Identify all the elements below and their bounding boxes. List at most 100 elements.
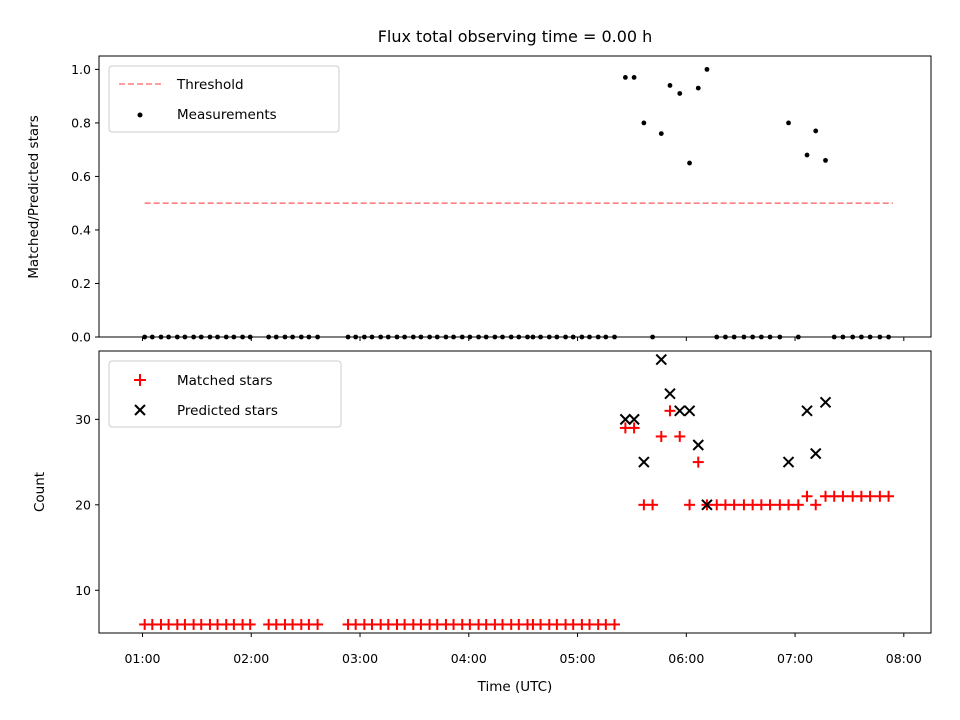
legend-predicted-label: Predicted stars	[177, 403, 278, 419]
ratio-y-tick-label: 0.6	[71, 169, 91, 184]
legend-matched-label: Matched stars	[177, 373, 273, 389]
measurement-point	[525, 334, 530, 340]
panel-count: 10 20 30 01:00 02:00 03:00 04:00 05:00 06:00 07:…	[32, 350, 932, 695]
measurement-point	[290, 334, 295, 340]
ratio-y-tick-label: 0.4	[71, 222, 91, 237]
legend-frame	[108, 65, 340, 133]
measurement-point	[677, 91, 683, 96]
measurement-point	[282, 334, 288, 340]
measurement-point	[476, 334, 481, 340]
measurement-point	[886, 334, 891, 340]
measurement-point	[667, 83, 673, 88]
measurement-point	[858, 334, 864, 340]
x-tick-label: 07:00	[777, 651, 813, 666]
predicted-star-point	[801, 405, 813, 417]
matched-star-point	[801, 490, 813, 502]
x-tick-label: 02:00	[233, 651, 269, 666]
measurement-point	[508, 334, 514, 340]
matched-star-point	[837, 490, 849, 502]
matched-star-point	[628, 422, 640, 434]
predicted-star-point	[692, 439, 704, 451]
matched-star-point	[883, 490, 895, 502]
x-tick-label: 03:00	[342, 651, 378, 666]
measurement-point	[385, 334, 391, 340]
predicted-star-point	[819, 396, 832, 408]
measurement-point	[166, 334, 172, 340]
x-tick-label: 06:00	[668, 651, 704, 666]
measurement-point	[223, 334, 229, 340]
measurement-point	[823, 157, 828, 163]
measurement-point	[410, 334, 416, 340]
measurement-point	[361, 334, 367, 340]
measurement-point	[554, 334, 560, 340]
measurement-point	[786, 120, 791, 126]
measurement-point	[240, 334, 245, 340]
measurement-point	[804, 152, 810, 158]
predicted-star-point	[655, 353, 667, 366]
measurement-point	[353, 334, 359, 340]
matched-star-point	[792, 499, 804, 511]
measurement-point	[467, 334, 473, 340]
measurement-point	[369, 334, 375, 340]
measurement-point	[840, 334, 846, 340]
measurement-points	[142, 66, 891, 340]
measurement-point	[695, 85, 701, 91]
ratio-y-tick-label: 0.0	[71, 330, 91, 345]
measurement-point	[315, 334, 321, 340]
matched-star-point	[810, 499, 822, 511]
measurement-point	[650, 334, 655, 340]
measurement-point	[704, 66, 710, 72]
measurement-point	[758, 334, 764, 340]
measurement-point	[570, 334, 576, 340]
measurement-point	[394, 334, 400, 340]
measurement-point	[207, 334, 213, 340]
measurement-point	[622, 75, 628, 80]
measurement-point	[777, 334, 783, 340]
x-tick-label: 01:00	[124, 651, 160, 666]
panel-count-x-ticks: 01:00 02:00 03:00 04:00 05:00 06:00 07:00 08:00	[124, 633, 922, 666]
measurement-point	[191, 334, 197, 340]
measurement-point	[443, 334, 449, 340]
measurement-point	[483, 334, 489, 340]
panel-count-y-label: Count	[32, 472, 48, 512]
measurement-point	[500, 334, 505, 340]
measurement-point	[767, 334, 773, 340]
legend-frame	[108, 360, 342, 428]
measurement-point	[231, 334, 237, 340]
matched-star-markers	[139, 405, 895, 630]
x-axis-label: Time (UTC)	[477, 679, 553, 695]
legend-measurements-label: Measurements	[177, 107, 277, 123]
measurement-point	[731, 334, 737, 340]
matched-star-point	[692, 456, 704, 468]
ratio-y-tick-label: 0.2	[71, 276, 91, 291]
predicted-star-point	[674, 405, 686, 417]
measurement-point	[831, 334, 837, 340]
measurement-point	[182, 334, 188, 340]
measurement-point	[813, 128, 819, 134]
measurement-point	[149, 334, 155, 340]
panel-ratio-x-ticks	[142, 337, 905, 341]
measurement-point	[741, 334, 747, 340]
measurement-point	[538, 334, 543, 340]
measurement-point	[795, 334, 801, 340]
measurement-point	[546, 334, 552, 340]
measurement-point	[867, 334, 873, 340]
predicted-star-point	[810, 447, 822, 460]
measurement-point	[215, 334, 220, 340]
ratio-y-tick-label: 1.0	[71, 62, 91, 77]
measurement-point	[877, 334, 883, 340]
predicted-star-markers	[619, 353, 832, 511]
matched-star-point	[674, 430, 686, 442]
panel-count-legend: Matched stars Predicted stars	[108, 360, 342, 428]
predicted-star-point	[619, 413, 632, 426]
measurement-point	[451, 334, 456, 340]
measurement-point	[345, 334, 351, 340]
measurement-point	[723, 334, 728, 340]
predicted-star-point	[782, 456, 795, 468]
count-y-tick-label: 20	[75, 497, 91, 512]
panel-ratio: 0.0 0.2 0.4 0.6 0.8 1.0 Matched/Predicted sta…	[26, 55, 932, 345]
predicted-star-point	[664, 388, 676, 400]
matched-star-point	[655, 430, 667, 442]
matched-star-point	[647, 499, 659, 511]
measurement-point	[142, 334, 148, 340]
